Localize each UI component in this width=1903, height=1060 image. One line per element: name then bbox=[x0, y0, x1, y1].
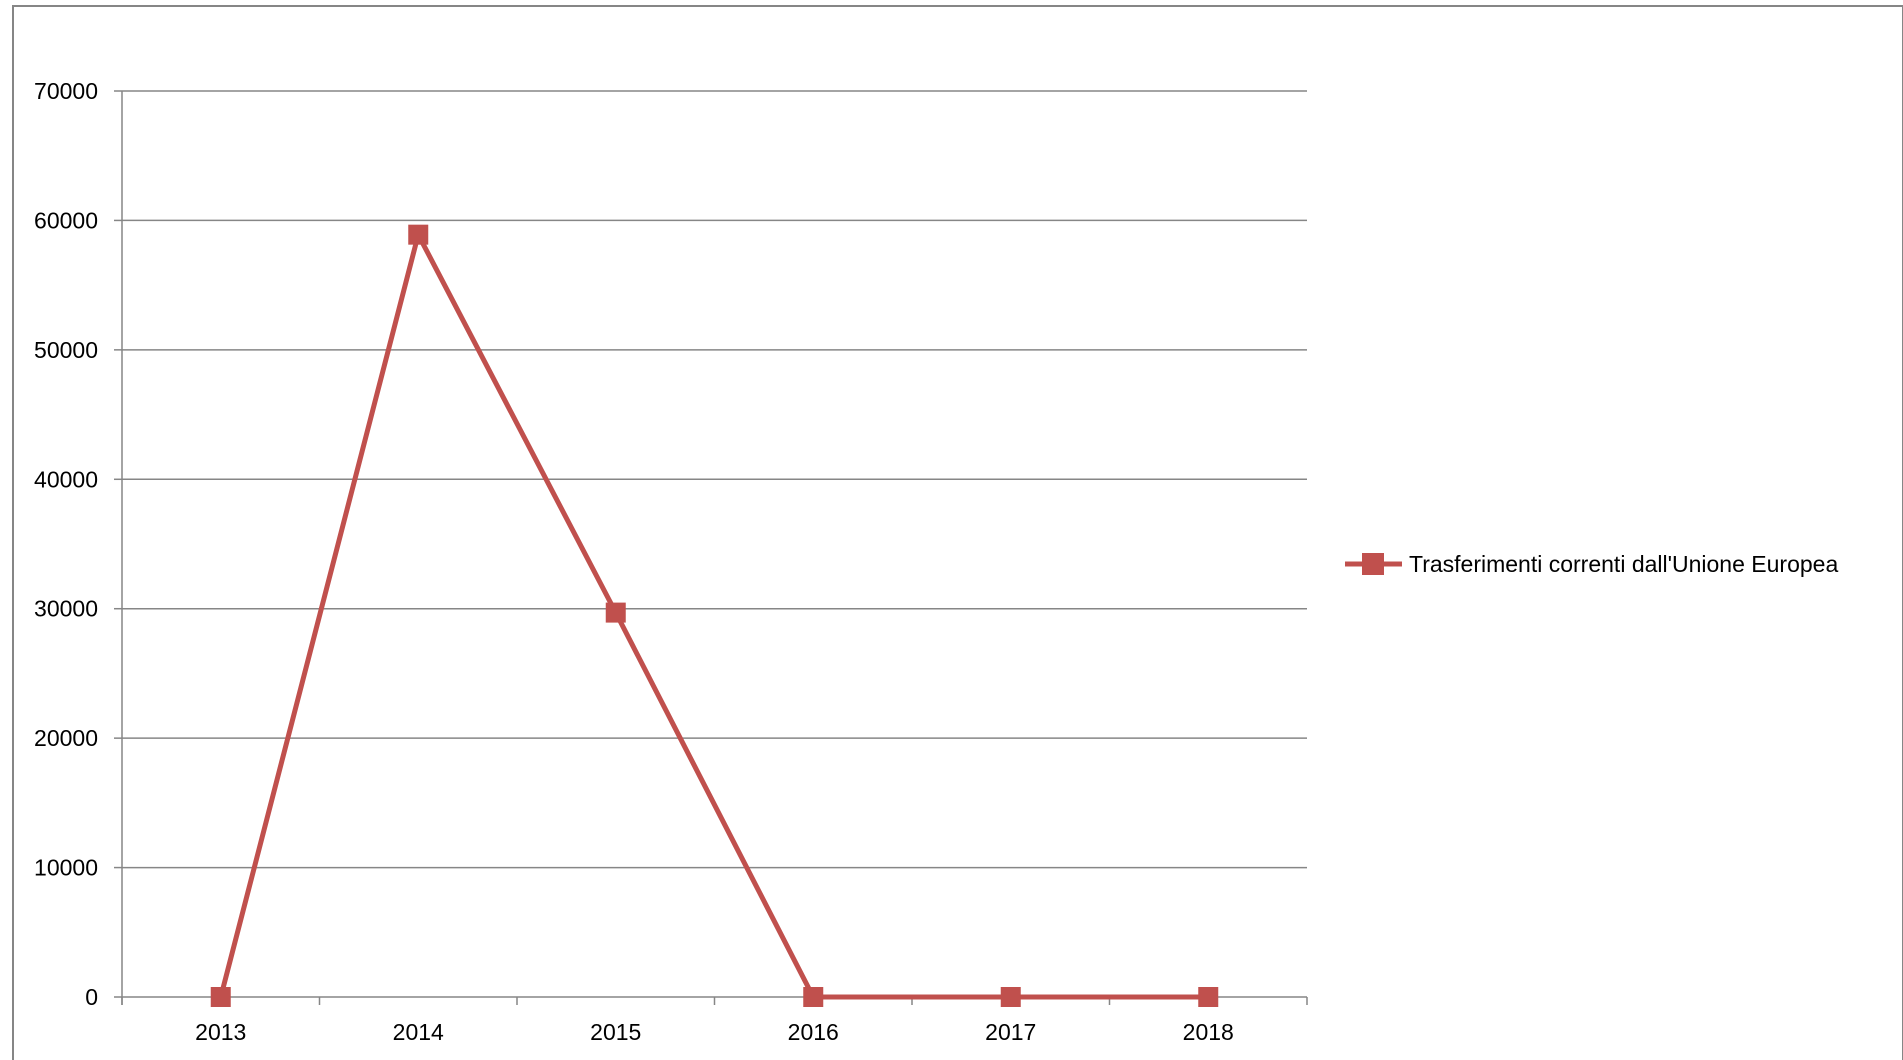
y-tick-label: 50000 bbox=[34, 337, 98, 363]
y-tick-label: 40000 bbox=[34, 466, 98, 492]
y-tick-label: 0 bbox=[85, 984, 98, 1010]
x-tick-label: 2014 bbox=[393, 1019, 444, 1045]
chart-frame bbox=[12, 5, 1903, 1060]
x-tick-label: 2016 bbox=[788, 1019, 839, 1045]
legend-marker-swatch bbox=[1362, 553, 1384, 575]
x-tick-label: 2013 bbox=[195, 1019, 246, 1045]
x-tick-label: 2018 bbox=[1183, 1019, 1234, 1045]
data-point-marker bbox=[605, 602, 626, 623]
y-tick-label: 70000 bbox=[34, 78, 98, 104]
data-point-marker bbox=[1000, 987, 1021, 1007]
series-line bbox=[218, 227, 1209, 1000]
series-line bbox=[218, 227, 1209, 1000]
x-axis-tick-labels: 2013 2014 2015 2016 2017 2018 bbox=[195, 1019, 1234, 1045]
data-point-marker bbox=[408, 224, 429, 245]
y-tick-label: 20000 bbox=[34, 725, 98, 751]
legend: Trasferimenti correnti dall'Unione Europ… bbox=[1345, 551, 1838, 577]
data-point-marker bbox=[1198, 987, 1219, 1007]
y-axis-tick-labels: 0 10000 20000 30000 40000 50000 60000 70000 bbox=[34, 78, 98, 1010]
x-tick-label: 2015 bbox=[590, 1019, 641, 1045]
y-tick-label: 60000 bbox=[34, 207, 98, 233]
data-point-marker bbox=[803, 987, 824, 1007]
legend-label: Trasferimenti correnti dall'Unione Europ… bbox=[1409, 551, 1838, 577]
x-tick-label: 2017 bbox=[985, 1019, 1036, 1045]
y-tick-label: 10000 bbox=[34, 855, 98, 881]
series-markers bbox=[210, 224, 1219, 1007]
y-tick-label: 30000 bbox=[34, 596, 98, 622]
data-point-marker bbox=[210, 987, 231, 1007]
